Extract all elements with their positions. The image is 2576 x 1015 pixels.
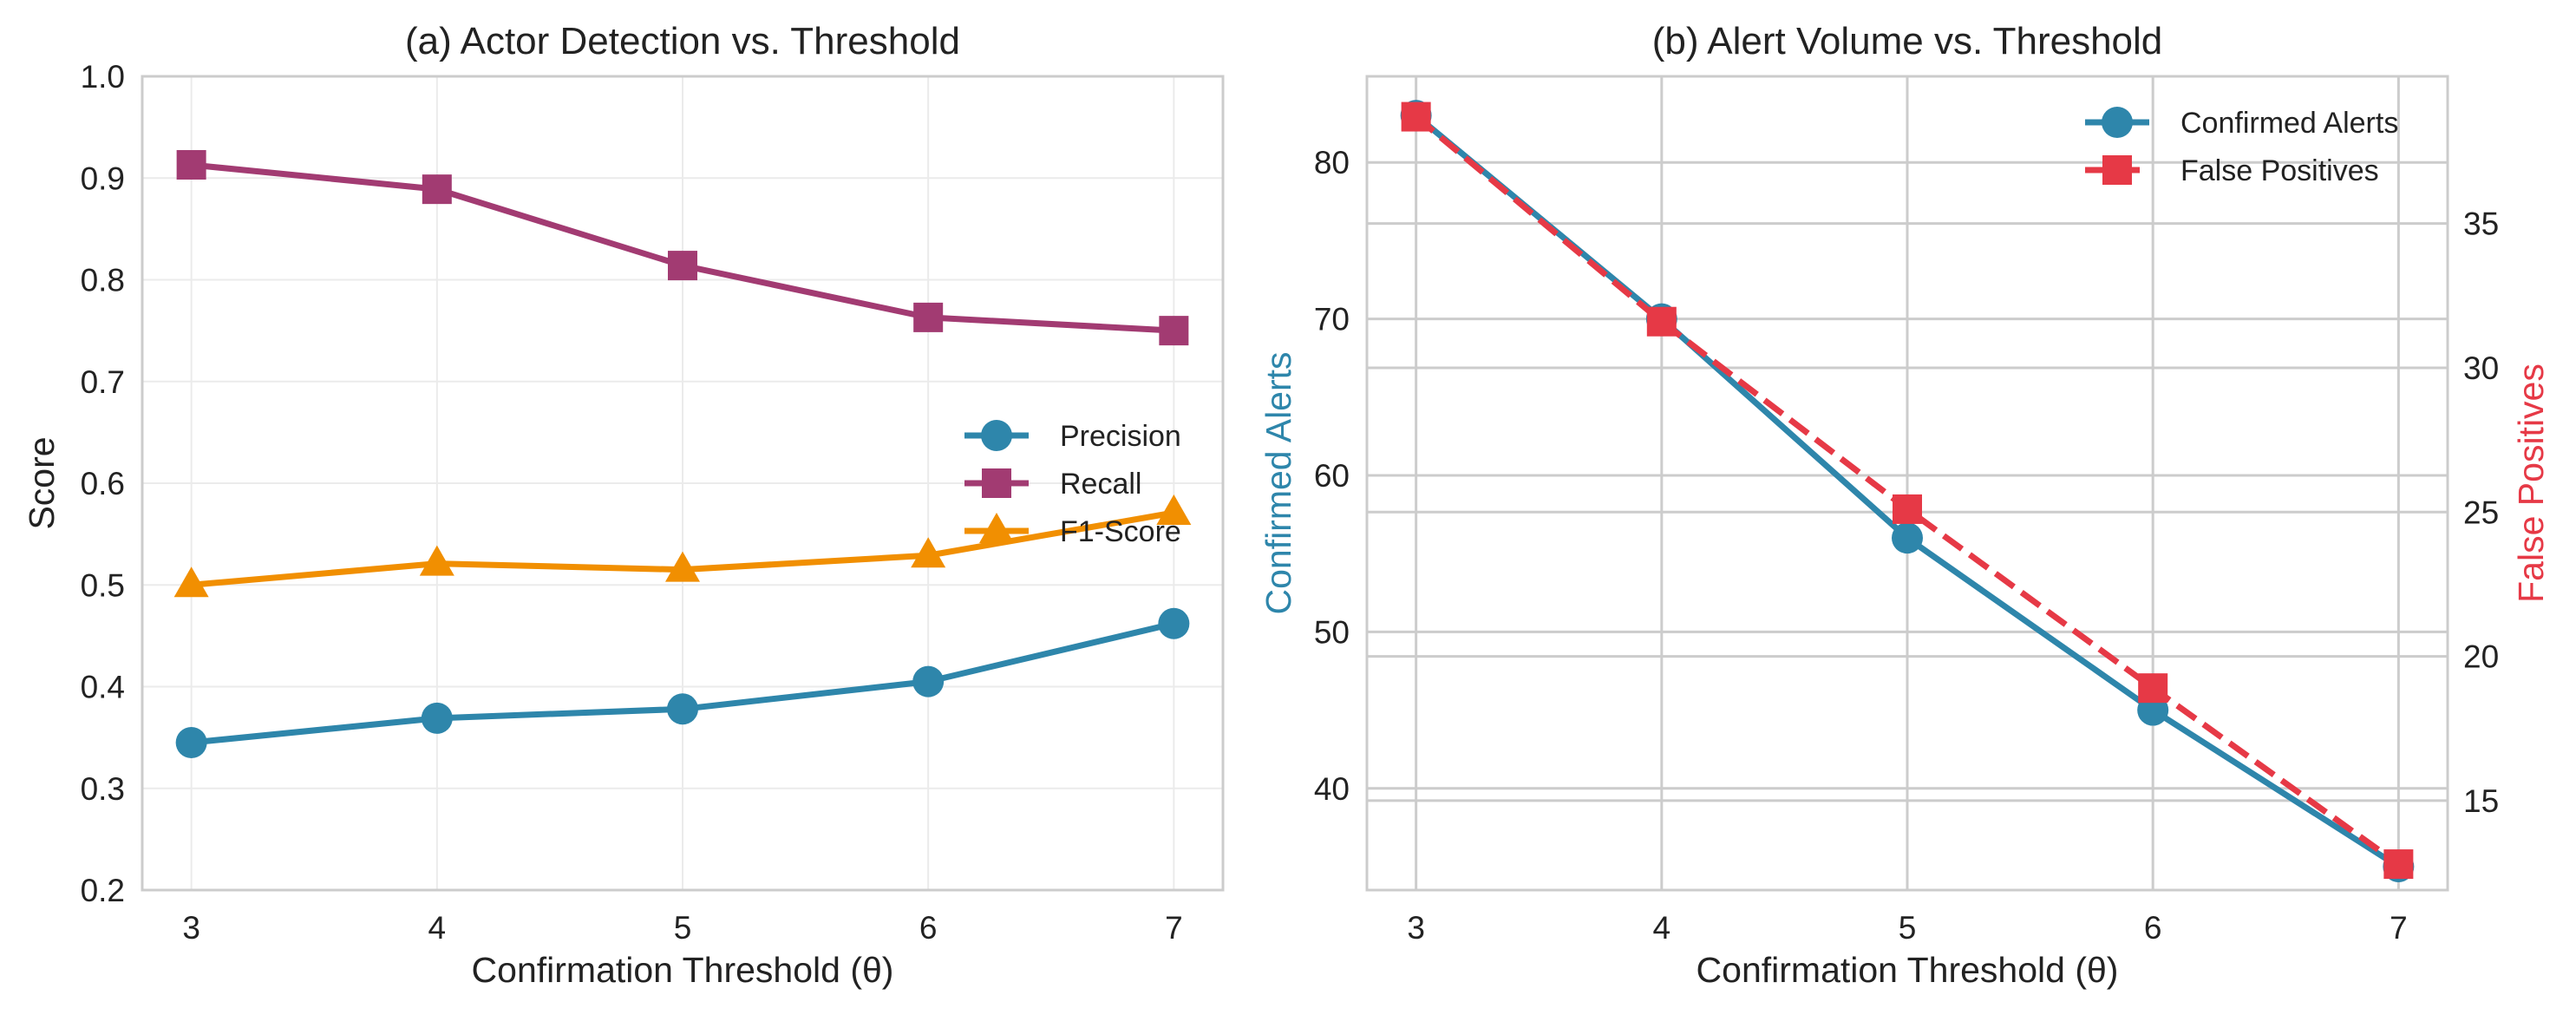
data-point-false-positives bbox=[1401, 102, 1431, 132]
legend-label-false-positives: False Positives bbox=[2180, 154, 2379, 187]
panel-b-y-right-ticks: 15 20 25 30 35 bbox=[2463, 206, 2499, 819]
panel-b-grid bbox=[1367, 76, 2448, 890]
y-tick-label: 0.6 bbox=[81, 466, 125, 501]
y-right-tick-label: 25 bbox=[2463, 494, 2499, 530]
legend-marker-f1-score bbox=[979, 513, 1014, 543]
y-right-tick-label: 30 bbox=[2463, 350, 2499, 386]
data-point-false-positives bbox=[2383, 849, 2414, 880]
panel-b-series bbox=[1400, 100, 2415, 882]
legend-label-confirmed-alerts: Confirmed Alerts bbox=[2180, 107, 2398, 140]
x-tick-label: 6 bbox=[2144, 910, 2162, 946]
y-tick-label: 0.7 bbox=[81, 364, 125, 400]
series-false-positives bbox=[1401, 102, 2414, 880]
x-tick-label: 7 bbox=[1165, 910, 1183, 946]
y-right-tick-label: 15 bbox=[2463, 783, 2499, 819]
panel-b-legend: Confirmed Alerts False Positives bbox=[2085, 107, 2398, 187]
data-point-recall bbox=[913, 302, 944, 332]
panel-b: 3 4 5 6 7 40 50 60 70 80 15 20 25 30 35 (b) Alert Vo… bbox=[1259, 20, 2551, 990]
data-point-precision bbox=[421, 702, 453, 734]
panel-b-y-axis-label: Confirmed Alerts bbox=[1259, 351, 1298, 614]
data-point-f1-score bbox=[1156, 494, 1192, 526]
data-point-precision bbox=[912, 665, 945, 697]
legend-marker-precision bbox=[981, 420, 1012, 451]
data-point-recall bbox=[1159, 316, 1189, 346]
legend-label-recall: Recall bbox=[1060, 468, 1141, 501]
panel-a-legend: Precision Recall F1-Score bbox=[964, 420, 1181, 548]
panel-a-y-axis-label: Score bbox=[22, 436, 62, 529]
x-tick-label: 3 bbox=[182, 910, 200, 946]
panel-a-frame bbox=[141, 75, 1225, 892]
y-tick-label: 0.5 bbox=[81, 567, 125, 603]
legend-marker-confirmed-alerts bbox=[2102, 107, 2133, 138]
data-point-false-positives bbox=[1893, 494, 1922, 524]
y-tick-label: 60 bbox=[1314, 458, 1350, 494]
y-tick-label: 0.4 bbox=[81, 670, 125, 705]
x-tick-label: 6 bbox=[919, 910, 938, 946]
panel-a-x-ticks: 3 4 5 6 7 bbox=[182, 910, 1182, 946]
x-tick-label: 4 bbox=[1653, 910, 1671, 946]
panel-b-y-right-axis-label: False Positives bbox=[2511, 363, 2551, 603]
x-tick-label: 5 bbox=[674, 910, 692, 946]
data-point-f1-score bbox=[911, 537, 946, 568]
data-point-recall bbox=[422, 174, 452, 205]
y-tick-label: 0.2 bbox=[81, 873, 125, 908]
legend-label-precision: Precision bbox=[1060, 420, 1181, 453]
data-point-precision bbox=[667, 693, 698, 725]
legend-label-f1-score: F1-Score bbox=[1060, 515, 1181, 548]
x-tick-label: 5 bbox=[1899, 910, 1917, 946]
panel-b-title: (b) Alert Volume vs. Threshold bbox=[1652, 20, 2163, 62]
legend-marker-recall bbox=[982, 468, 1011, 498]
data-point-confirmed-alerts bbox=[1892, 522, 1923, 554]
y-tick-label: 70 bbox=[1314, 302, 1350, 337]
data-point-precision bbox=[1158, 607, 1190, 639]
panel-b-x-ticks: 3 4 5 6 7 bbox=[1407, 910, 2407, 946]
panel-b-x-axis-label: Confirmation Threshold (θ) bbox=[1697, 950, 2119, 990]
panel-b-y-ticks: 40 50 60 70 80 bbox=[1314, 145, 1350, 807]
legend-marker-false-positives bbox=[2102, 155, 2132, 185]
data-point-precision bbox=[175, 726, 207, 758]
panel-a: 3 4 5 6 7 0.2 0.3 0.4 0.5 0.6 0.7 0.8 0.9 1.0 (a) Ac… bbox=[22, 20, 1225, 990]
x-tick-label: 4 bbox=[428, 910, 447, 946]
y-tick-label: 80 bbox=[1314, 145, 1350, 180]
data-point-false-positives bbox=[1646, 306, 1677, 337]
data-point-f1-score bbox=[665, 551, 700, 582]
panel-a-x-axis-label: Confirmation Threshold (θ) bbox=[472, 950, 894, 990]
panel-a-title: (a) Actor Detection vs. Threshold bbox=[405, 20, 960, 62]
x-tick-label: 3 bbox=[1407, 910, 1425, 946]
data-point-f1-score bbox=[419, 545, 454, 576]
panel-a-y-ticks: 0.2 0.3 0.4 0.5 0.6 0.7 0.8 0.9 1.0 bbox=[81, 59, 125, 908]
x-tick-label: 7 bbox=[2390, 910, 2408, 946]
y-tick-label: 1.0 bbox=[81, 59, 125, 95]
y-tick-label: 40 bbox=[1314, 771, 1350, 807]
panel-b-frame bbox=[1365, 75, 2449, 892]
data-point-recall bbox=[176, 150, 206, 180]
y-tick-label: 0.3 bbox=[81, 771, 125, 807]
y-tick-label: 0.9 bbox=[81, 160, 125, 196]
data-point-f1-score bbox=[173, 566, 209, 598]
y-right-tick-label: 35 bbox=[2463, 206, 2499, 242]
series-precision bbox=[175, 607, 1190, 758]
data-point-false-positives bbox=[2138, 673, 2168, 704]
series-recall bbox=[176, 150, 1189, 346]
y-tick-label: 50 bbox=[1314, 614, 1350, 650]
y-right-tick-label: 20 bbox=[2463, 639, 2499, 675]
data-point-recall bbox=[668, 251, 697, 281]
y-tick-label: 0.8 bbox=[81, 263, 125, 298]
